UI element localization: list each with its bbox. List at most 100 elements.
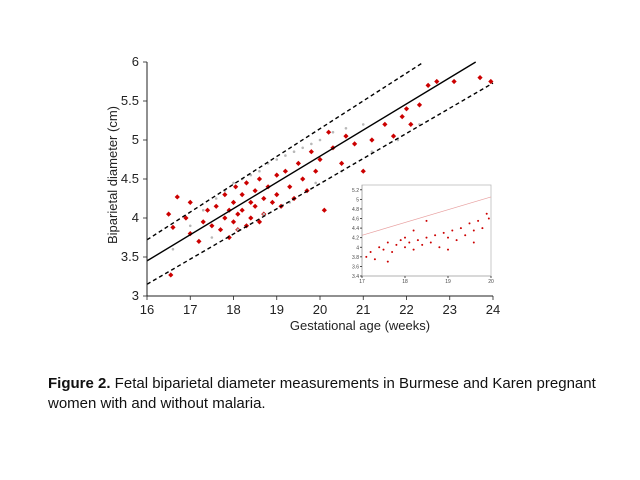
data-point (265, 184, 271, 190)
regression-line (146, 61, 477, 262)
data-point (344, 127, 348, 130)
data-point (252, 188, 258, 194)
data-point (239, 207, 245, 213)
y-tick-label: 3.8 (352, 255, 359, 261)
y-tick-label: 5.2 (352, 188, 359, 194)
x-tick-label: 16 (140, 302, 154, 317)
x-tick-label: 19 (445, 279, 451, 285)
regression-line (361, 196, 492, 236)
y-tick-label: 4 (132, 210, 139, 225)
y-tick-label: 5 (132, 132, 139, 147)
data-point (451, 229, 454, 232)
data-point (317, 156, 323, 163)
data-point (301, 146, 305, 150)
data-point (352, 141, 358, 147)
data-point (459, 227, 462, 230)
data-point (222, 215, 228, 221)
y-tick-label: 4.2 (352, 236, 359, 242)
data-point (171, 247, 175, 251)
x-tick-label: 17 (183, 302, 197, 317)
data-point (425, 219, 428, 222)
data-point (308, 149, 314, 155)
data-point (300, 176, 306, 182)
data-point (310, 142, 313, 146)
x-axis-label: Gestational age (weeks) (290, 318, 430, 333)
data-point (382, 248, 385, 251)
data-point (210, 236, 214, 239)
data-point (166, 211, 172, 217)
data-point (477, 75, 483, 81)
y-tick-label: 4.8 (352, 207, 359, 213)
data-point (404, 236, 406, 239)
caption-label: Figure 2. (48, 375, 111, 392)
data-point (235, 211, 241, 217)
data-point (256, 219, 263, 225)
data-point (214, 197, 218, 200)
data-point (269, 199, 276, 205)
x-tick-label: 21 (356, 302, 370, 317)
data-point (472, 241, 475, 244)
data-point (378, 246, 381, 249)
x-tick-label: 19 (270, 302, 284, 317)
data-point (485, 212, 488, 215)
data-point (196, 238, 202, 244)
figure-caption: Figure 2. Fetal biparietal diameter meas… (48, 374, 608, 414)
data-point (447, 236, 449, 239)
data-point (421, 243, 424, 246)
data-point (201, 208, 205, 212)
y-tick-label: 3.6 (352, 264, 359, 270)
data-point (200, 219, 206, 225)
data-point (487, 217, 490, 220)
confidence-line (146, 61, 425, 241)
data-point (455, 239, 458, 242)
x-tick-label: 20 (313, 302, 327, 317)
data-point (248, 199, 254, 205)
data-point (252, 203, 258, 209)
data-point (318, 138, 322, 142)
data-point (230, 199, 237, 205)
y-tick-label: 5.5 (121, 93, 139, 108)
data-point (361, 123, 365, 126)
data-point (222, 192, 228, 198)
x-tick-label: 22 (399, 302, 413, 317)
data-point (256, 176, 263, 182)
y-tick-label: 6 (132, 54, 139, 69)
data-point (262, 212, 266, 216)
data-point (295, 160, 301, 166)
data-point (282, 168, 288, 174)
data-point (395, 243, 398, 246)
data-point (187, 199, 193, 205)
data-point (429, 241, 432, 244)
data-point (284, 154, 287, 157)
y-tick-label: 4.5 (121, 171, 139, 186)
data-point (232, 181, 235, 185)
y-tick-label: 3.4 (352, 274, 359, 280)
data-point (434, 234, 437, 237)
caption-text: Fetal biparietal diameter measurements i… (48, 375, 596, 412)
data-point (339, 160, 345, 166)
data-point (365, 255, 368, 258)
data-point (217, 227, 224, 233)
data-point (168, 272, 174, 278)
inset-plot: 17 18 19 20 3.4 3.6 3.8 4 4.2 4.4 4.6 4.8 5 5.2 (352, 184, 494, 285)
data-point (170, 224, 176, 230)
y-tick-label: 4.6 (352, 217, 359, 223)
data-point (258, 169, 261, 173)
y-tick-label: 4.4 (352, 226, 359, 232)
data-point (404, 246, 406, 249)
data-point (477, 219, 480, 222)
y-tick-label: 3.5 (121, 249, 139, 264)
data-point (386, 241, 389, 244)
y-axis-label: Biparietal diameter (cm) (105, 106, 120, 244)
data-point (438, 246, 441, 249)
data-point (275, 158, 279, 161)
data-point (209, 223, 215, 229)
data-point (434, 78, 440, 85)
data-point (321, 207, 327, 213)
data-point (243, 180, 250, 186)
data-point (412, 248, 415, 251)
data-point (230, 219, 237, 225)
data-point (274, 192, 280, 198)
data-point (248, 215, 254, 221)
